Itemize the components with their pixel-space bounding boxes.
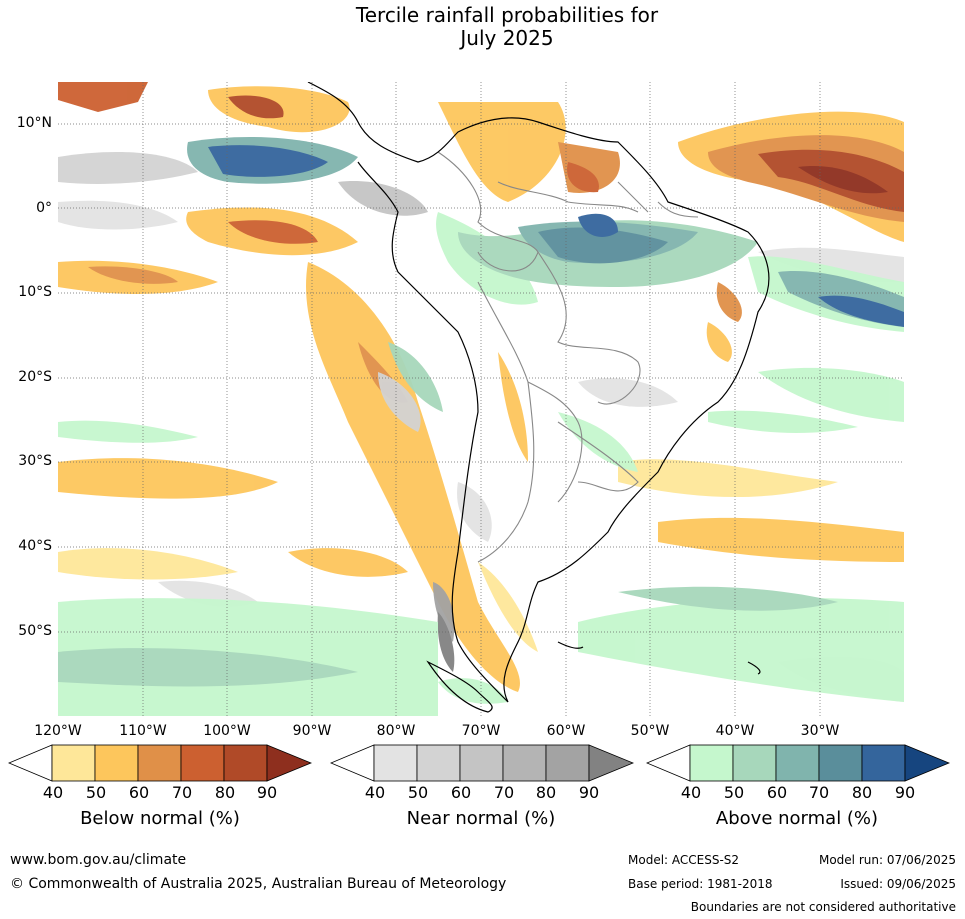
above-normal-patches [58, 137, 904, 716]
colorbar-cell-above-0 [689, 744, 734, 782]
lat-label-30s: 30°S [18, 453, 52, 469]
below-normal-title: Below normal (%) [80, 808, 240, 829]
lat-label-50s: 50°S [18, 623, 52, 639]
below-tick-50: 50 [85, 783, 107, 802]
below-normal-patches [58, 82, 904, 692]
footer-disclaimer: Boundaries are not considered authoritat… [690, 900, 956, 914]
coastline [307, 81, 770, 713]
colorbar-cell-above-1 [732, 744, 777, 782]
colorbar-cell-near-0 [373, 744, 418, 782]
colorbar-under-triangle [8, 744, 53, 782]
near-normal-title: Near normal (%) [406, 808, 556, 829]
colorbar-cell-below-1 [94, 744, 139, 782]
above-tick-70: 70 [808, 783, 830, 802]
colorbar-above-normal [646, 744, 950, 782]
colorbar-over-triangle [588, 744, 634, 782]
near-tick-40: 40 [364, 783, 386, 802]
footer-model-run: Model run: 07/06/2025 [818, 853, 956, 867]
map-title: Tercile rainfall probabilities for July … [0, 4, 965, 50]
colorbar-cell-near-1 [416, 744, 461, 782]
colorbar-near-normal [330, 744, 634, 782]
title-line-1: Tercile rainfall probabilities for [355, 3, 659, 27]
colorbar-near-cells [330, 744, 634, 782]
country-boundaries [437, 151, 699, 563]
colorbar-cell-below-3 [180, 744, 225, 782]
near-tick-70: 70 [493, 783, 515, 802]
colorbar-below-normal [8, 744, 312, 782]
lon-label-120w: 120°W [34, 723, 82, 739]
map-svg [58, 81, 904, 716]
above-tick-60: 60 [766, 783, 788, 802]
colorbar-under-triangle [330, 744, 375, 782]
footer-base-period: Base period: 1981-2018 [628, 877, 773, 891]
near-tick-60: 60 [450, 783, 472, 802]
colorbar-cell-near-2 [459, 744, 504, 782]
colorbar-cell-above-3 [818, 744, 863, 782]
near-tick-50: 50 [407, 783, 429, 802]
footer-copyright: © Commonwealth of Australia 2025, Austra… [10, 876, 507, 892]
above-tick-40: 40 [680, 783, 702, 802]
lon-label-40w: 40°W [715, 723, 755, 739]
lon-label-30w: 30°W [800, 723, 840, 739]
lon-label-110w: 110°W [119, 723, 167, 739]
below-tick-60: 60 [128, 783, 150, 802]
footer-model: Model: ACCESS-S2 [628, 853, 740, 867]
colorbar-cell-below-4 [223, 744, 268, 782]
above-tick-90: 90 [894, 783, 916, 802]
footer-issued: Issued: 09/06/2025 [840, 877, 956, 891]
near-tick-90: 90 [578, 783, 600, 802]
lon-label-100w: 100°W [203, 723, 251, 739]
colorbar-cell-above-2 [775, 744, 820, 782]
lon-label-60w: 60°W [546, 723, 586, 739]
colorbar-over-triangle [904, 744, 950, 782]
lon-label-80w: 80°W [376, 723, 416, 739]
colorbar-under-triangle [646, 744, 691, 782]
below-tick-90: 90 [256, 783, 278, 802]
lat-label-10n: 10°N [16, 115, 52, 131]
colorbar-above-cells [646, 744, 950, 782]
above-tick-50: 50 [723, 783, 745, 802]
title-line-2: July 2025 [460, 26, 554, 50]
footer-url: www.bom.gov.au/climate [10, 852, 187, 868]
colorbar-cell-near-3 [502, 744, 547, 782]
lat-label-10s: 10°S [18, 284, 52, 300]
colorbar-cell-near-4 [545, 744, 590, 782]
colorbar-below-cells [8, 744, 312, 782]
below-tick-40: 40 [42, 783, 64, 802]
lon-label-70w: 70°W [461, 723, 501, 739]
near-tick-80: 80 [535, 783, 557, 802]
colorbar-cell-below-0 [51, 744, 96, 782]
rainfall-probability-map [58, 81, 904, 716]
below-tick-70: 70 [171, 783, 193, 802]
above-normal-title: Above normal (%) [715, 808, 879, 829]
above-tick-80: 80 [851, 783, 873, 802]
colorbar-cell-below-2 [137, 744, 182, 782]
colorbar-cell-above-4 [861, 744, 906, 782]
lon-label-50w: 50°W [630, 723, 670, 739]
below-tick-80: 80 [214, 783, 236, 802]
lon-label-90w: 90°W [292, 723, 332, 739]
colorbar-over-triangle [266, 744, 312, 782]
lat-label-0: 0° [36, 200, 52, 216]
lat-label-40s: 40°S [18, 538, 52, 554]
lat-label-20s: 20°S [18, 369, 52, 385]
